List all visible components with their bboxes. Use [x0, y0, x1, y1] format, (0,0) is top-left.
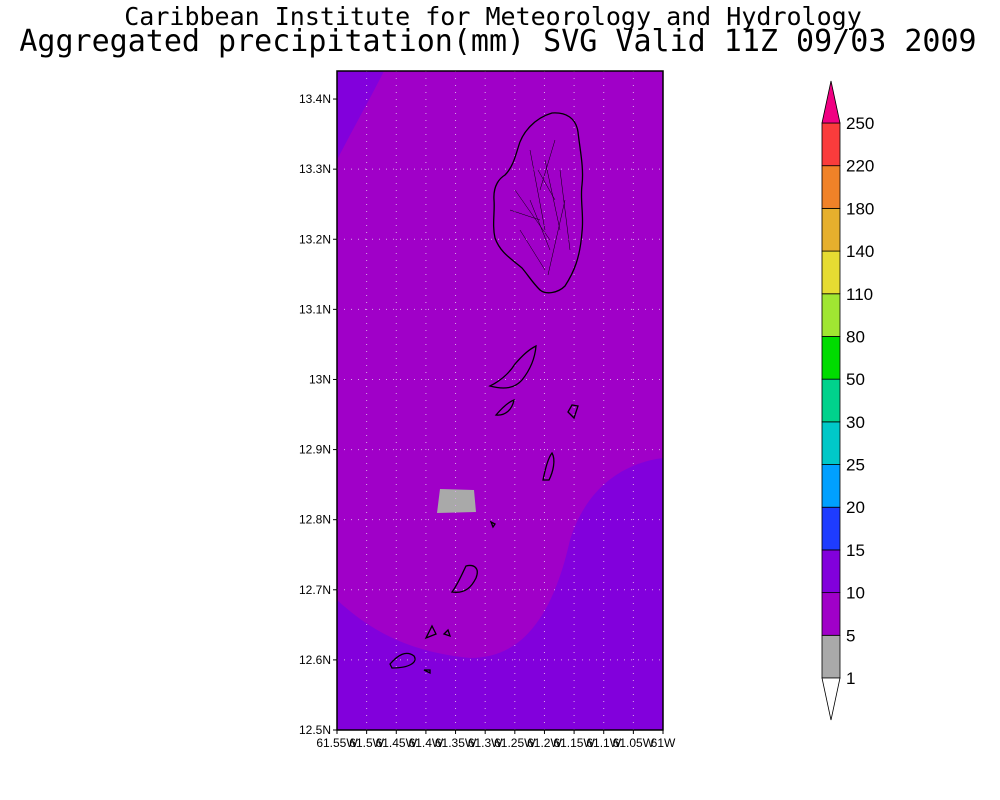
islet-south-1	[424, 624, 437, 640]
islet-east-1	[567, 404, 579, 420]
map-grid	[337, 71, 663, 730]
colorbar-level-label: 180	[846, 199, 874, 218]
islet-south-2	[442, 628, 452, 638]
precip-field	[337, 71, 663, 730]
lon-tick-label: 61.05W	[613, 736, 655, 750]
bequia-island	[488, 344, 537, 389]
lat-tick-label: 12.8N	[299, 513, 331, 527]
canouan-island	[542, 451, 555, 481]
lat-tick-label: 12.7N	[299, 583, 331, 597]
colorbar-segment	[821, 165, 841, 209]
colorbar-level-label: 250	[846, 114, 874, 133]
lat-tick-label: 12.9N	[299, 443, 331, 457]
precip-range-10-15-northwest	[337, 71, 384, 160]
lat-tick-label: 12.6N	[299, 653, 331, 667]
colorbar-high-arrow	[821, 80, 841, 124]
colorbar-level-label: 50	[846, 370, 865, 389]
lon-tick-label: 61.4W	[409, 736, 444, 750]
union-island-group	[450, 564, 478, 593]
lon-tick-label: 61.35W	[435, 736, 477, 750]
island-drainage-lines	[509, 139, 571, 276]
colorbar-level-label: 30	[846, 413, 865, 432]
colorbar-level-label: 1	[846, 669, 855, 688]
colorbar-level-label: 5	[846, 626, 855, 645]
colorbar-segment	[821, 250, 841, 295]
colorbar-level-label: 20	[846, 498, 865, 517]
carriacou-island	[389, 652, 416, 669]
saint-vincent-island	[492, 112, 584, 294]
lon-tick-label: 61.1W	[586, 736, 621, 750]
lon-tick-label: 61.55W	[316, 736, 358, 750]
colorbar-level-label: 10	[846, 584, 865, 603]
colorbar-segment	[821, 122, 841, 167]
longitude-labels: 61.55W61.5W61.45W61.4W61.35W61.3W61.25W6…	[316, 730, 676, 750]
precip-range-10-15-south	[337, 458, 663, 730]
lat-tick-label: 13N	[309, 372, 331, 386]
colorbar-segment	[821, 378, 841, 423]
lat-tick-label: 13.3N	[299, 162, 331, 176]
colorbar-level-label: 110	[846, 285, 873, 304]
colorbar-level-label: 220	[846, 157, 874, 176]
precip-range-1-5-patch	[437, 489, 476, 513]
colorbar-level-label: 140	[846, 242, 874, 261]
colorbar-level-label: 15	[846, 541, 865, 560]
colorbar-segment	[821, 549, 841, 594]
latitude-labels: 13.4N 13.3N 13.2N 13.1N 13N 12.9N 12.8N 12.7N 12…	[299, 92, 337, 737]
lat-tick-label: 13.2N	[299, 232, 331, 246]
lon-tick-label: 61.15W	[553, 736, 595, 750]
map-frame	[336, 70, 664, 731]
colorbar-level-label: 25	[846, 456, 865, 475]
colorbar-segment	[821, 336, 841, 380]
coastlines	[389, 112, 584, 675]
lon-tick-label: 61.25W	[494, 736, 536, 750]
colorbar-segment	[821, 293, 841, 337]
lat-tick-label: 12.5N	[299, 723, 331, 737]
lon-tick-label: 61.2W	[527, 736, 562, 750]
lon-tick-label: 61.3W	[468, 736, 503, 750]
colorbar-level-label: 80	[846, 327, 865, 346]
colorbar-segment	[821, 506, 841, 551]
islet-mid	[489, 520, 496, 529]
colorbar-segment	[821, 421, 841, 465]
colorbar-segment	[821, 592, 841, 636]
lat-tick-label: 13.4N	[299, 92, 331, 106]
mustique-island	[494, 399, 515, 416]
colorbar-segment	[821, 207, 841, 252]
lat-tick-label: 13.1N	[299, 302, 331, 316]
colorbar-low-arrow	[821, 677, 841, 721]
lon-tick-label: 61W	[651, 736, 676, 750]
title-line-1: Caribbean Institute for Meteorology and …	[124, 2, 862, 31]
lon-tick-label: 61.5W	[349, 736, 384, 750]
islet-south-3	[423, 669, 431, 675]
lon-tick-label: 61.45W	[376, 736, 418, 750]
colorbar-segment	[821, 634, 841, 679]
colorbar-segment	[821, 464, 841, 508]
title-line-2: Aggregated precipitation(mm) SVG Valid 1…	[19, 24, 977, 59]
